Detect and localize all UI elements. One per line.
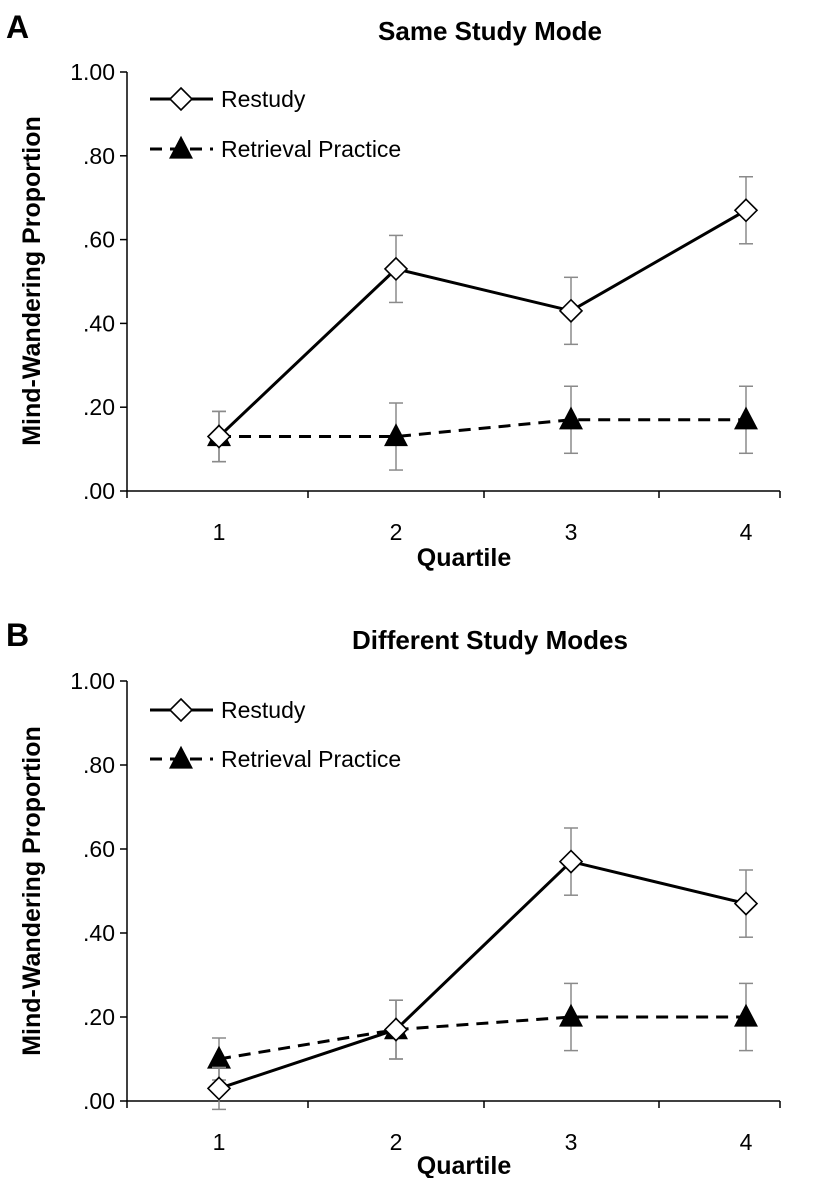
data-point <box>558 849 584 874</box>
series-restudy <box>206 176 759 463</box>
x-tick-label: 2 <box>390 519 403 545</box>
y-tick-label: .20 <box>83 394 115 420</box>
y-tick-label: .40 <box>83 920 115 946</box>
legend-item: Restudy <box>150 697 306 723</box>
x-axis-label: Quartile <box>417 1152 512 1178</box>
legend-label: Restudy <box>221 86 306 112</box>
x-tick-label: 1 <box>213 1129 226 1155</box>
series-line <box>218 859 747 1090</box>
data-point <box>733 891 759 916</box>
panel-letter: A <box>6 9 29 45</box>
series-line <box>219 418 746 439</box>
y-tick-label: .00 <box>83 1088 115 1114</box>
y-tick-label: .40 <box>83 310 115 336</box>
y-tick-label: .60 <box>83 836 115 862</box>
data-point <box>384 423 408 447</box>
x-tick-label: 4 <box>740 1129 753 1155</box>
legend: Restudy Retrieval Practice <box>150 697 401 772</box>
legend-label: Retrieval Practice <box>221 746 401 772</box>
x-tick-label: 2 <box>390 1129 403 1155</box>
data-point <box>734 406 758 430</box>
legend-label: Restudy <box>221 697 306 723</box>
y-tick-label: 1.00 <box>70 59 115 85</box>
legend-item: Retrieval Practice <box>150 135 401 162</box>
y-tick-label: .00 <box>83 478 115 504</box>
legend-item: Retrieval Practice <box>150 745 401 772</box>
legend-marker <box>169 135 193 159</box>
data-point <box>383 256 409 282</box>
y-tick-label: .80 <box>83 752 115 778</box>
series-restudy <box>206 827 759 1111</box>
legend-item: Restudy <box>150 86 306 112</box>
y-tick-label: .20 <box>83 1004 115 1030</box>
legend-label: Retrieval Practice <box>221 136 401 162</box>
y-tick-label: .80 <box>83 143 115 169</box>
data-point <box>558 298 584 323</box>
data-point <box>206 424 232 449</box>
y-tick-label: 1.00 <box>70 668 115 694</box>
x-axis-label: Quartile <box>417 544 512 572</box>
data-point <box>559 1003 583 1027</box>
legend-marker <box>168 86 194 112</box>
legend-marker <box>168 697 194 723</box>
y-tick-label: .60 <box>83 227 115 253</box>
chart-title: Same Study Mode <box>378 16 602 46</box>
x-tick-label: 4 <box>740 519 753 545</box>
data-point <box>559 406 583 430</box>
panel-letter: B <box>6 617 29 653</box>
series-line <box>218 1015 746 1061</box>
legend: Restudy Retrieval Practice <box>150 86 401 162</box>
data-point <box>734 1003 758 1027</box>
y-axis-label: Mind-Wandering Proportion <box>18 116 46 446</box>
x-tick-label: 1 <box>213 519 226 545</box>
x-tick-label: 3 <box>565 1129 578 1155</box>
x-tick-label: 3 <box>565 519 578 545</box>
data-point <box>383 1017 409 1042</box>
chart-panel-b: B Different Study Modes Mind-Wandering Pro… <box>6 617 781 1178</box>
y-axis-label: Mind-Wandering Proportion <box>18 726 46 1056</box>
data-point <box>733 198 759 223</box>
series-line <box>217 208 747 438</box>
series-retrieval-practice <box>207 385 758 471</box>
data-point <box>206 1076 232 1101</box>
chart-title: Different Study Modes <box>352 625 628 655</box>
legend-marker <box>169 745 193 769</box>
chart-panel-a: A Same Study Mode Mind-Wandering Proportio… <box>6 9 781 572</box>
